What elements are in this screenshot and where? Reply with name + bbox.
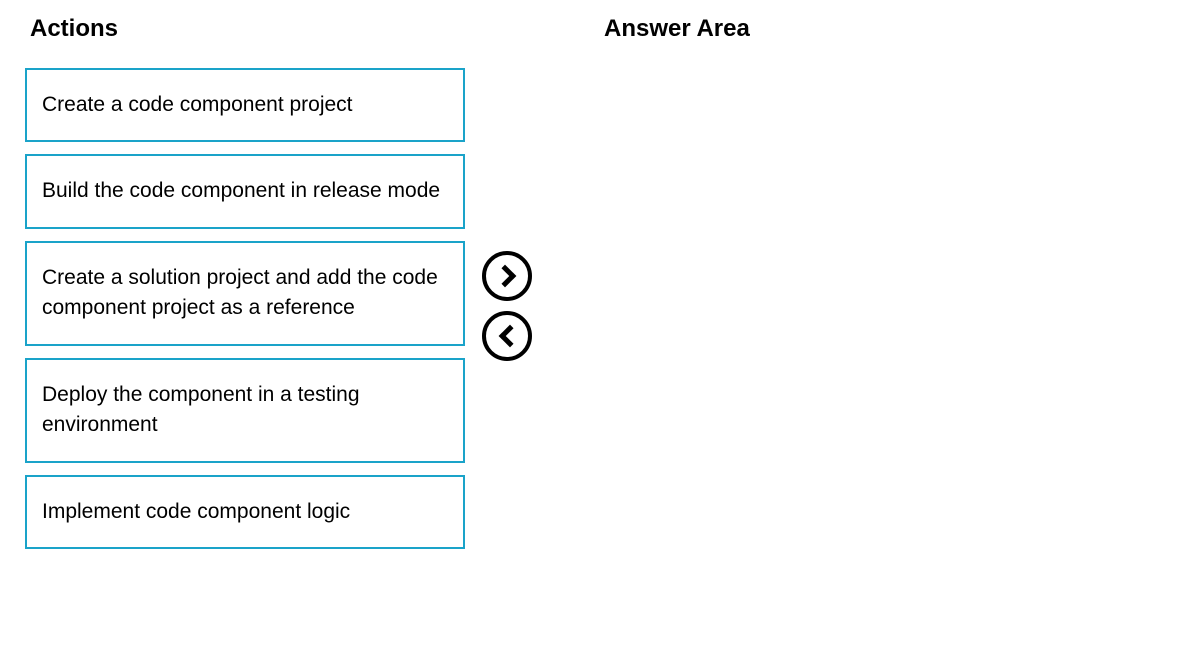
answer-header: Answer Area <box>549 15 1154 43</box>
action-item-label: Implement code component logic <box>42 497 350 527</box>
action-item[interactable]: Build the code component in release mode <box>25 154 465 228</box>
chevron-left-icon <box>498 324 521 347</box>
actions-header: Actions <box>25 15 465 43</box>
action-item[interactable]: Create a solution project and add the co… <box>25 241 465 346</box>
drag-drop-container: Actions Create a code component project … <box>25 15 1154 656</box>
action-item[interactable]: Create a code component project <box>25 68 465 142</box>
action-item-label: Deploy the component in a testing enviro… <box>42 380 448 441</box>
action-item[interactable]: Implement code component logic <box>25 475 465 549</box>
chevron-right-icon <box>493 264 516 287</box>
answer-column[interactable]: Answer Area <box>549 15 1154 656</box>
actions-column: Actions Create a code component project … <box>25 15 465 656</box>
move-left-button[interactable] <box>482 311 532 361</box>
action-item-label: Create a solution project and add the co… <box>42 263 448 324</box>
move-right-button[interactable] <box>482 251 532 301</box>
controls-column <box>477 15 537 656</box>
action-item-label: Build the code component in release mode <box>42 176 440 206</box>
action-item-label: Create a code component project <box>42 90 353 120</box>
action-item[interactable]: Deploy the component in a testing enviro… <box>25 358 465 463</box>
